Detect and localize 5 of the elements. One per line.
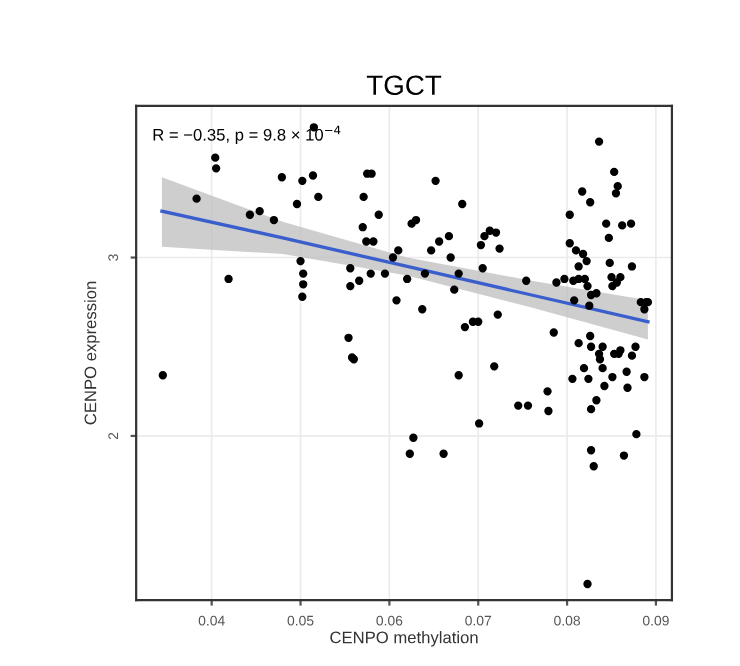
line-series (160, 209, 650, 324)
y-axis-title: CENPO expression (84, 281, 100, 425)
chart-title: TGCT (366, 75, 442, 96)
x-axis-title: CENPO methylation (330, 631, 478, 647)
annotation: R = −0.35, p = 9.8 × 10$^{−4}$ (153, 125, 341, 145)
